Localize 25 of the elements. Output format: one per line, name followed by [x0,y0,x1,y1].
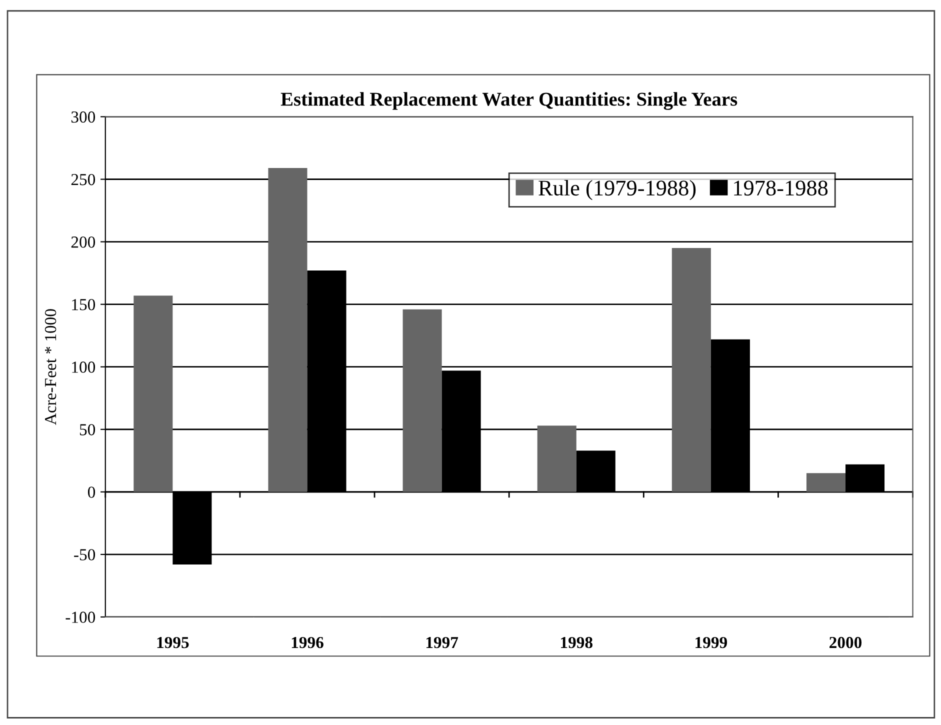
legend-label: 1978-1988 [734,180,828,196]
bar [672,248,711,492]
bar [134,296,173,492]
y-tick-label: 300 [71,111,96,123]
y-tick-label: 0 [88,486,96,498]
y-tick-label: 100 [72,362,96,373]
bar [806,473,846,492]
y-axis-title: Acre-Feet * 1000 [44,309,56,425]
y-tick-label: 150 [72,299,96,310]
legend-label: Rule (1979-1988) [538,180,696,200]
x-tick-label: 1998 [561,636,592,648]
x-tick-label: 1997 [426,636,458,648]
y-tick-label: -50 [74,549,96,560]
y-tick-label: 200 [71,236,96,248]
y-tick-label: 250 [71,174,96,186]
bar [268,168,308,492]
x-tick-label: 1999 [696,636,727,648]
x-tick-label: 2000 [830,636,862,648]
bar [402,309,442,492]
x-tick-label: 1996 [292,636,324,648]
y-tick-label: -100 [66,612,96,623]
x-tick-label: 1995 [157,636,189,648]
bar [537,426,576,492]
y-tick-label: 50 [80,424,96,436]
chart-title: Estimated Replacement Water Quantities: Single Years [280,92,738,110]
